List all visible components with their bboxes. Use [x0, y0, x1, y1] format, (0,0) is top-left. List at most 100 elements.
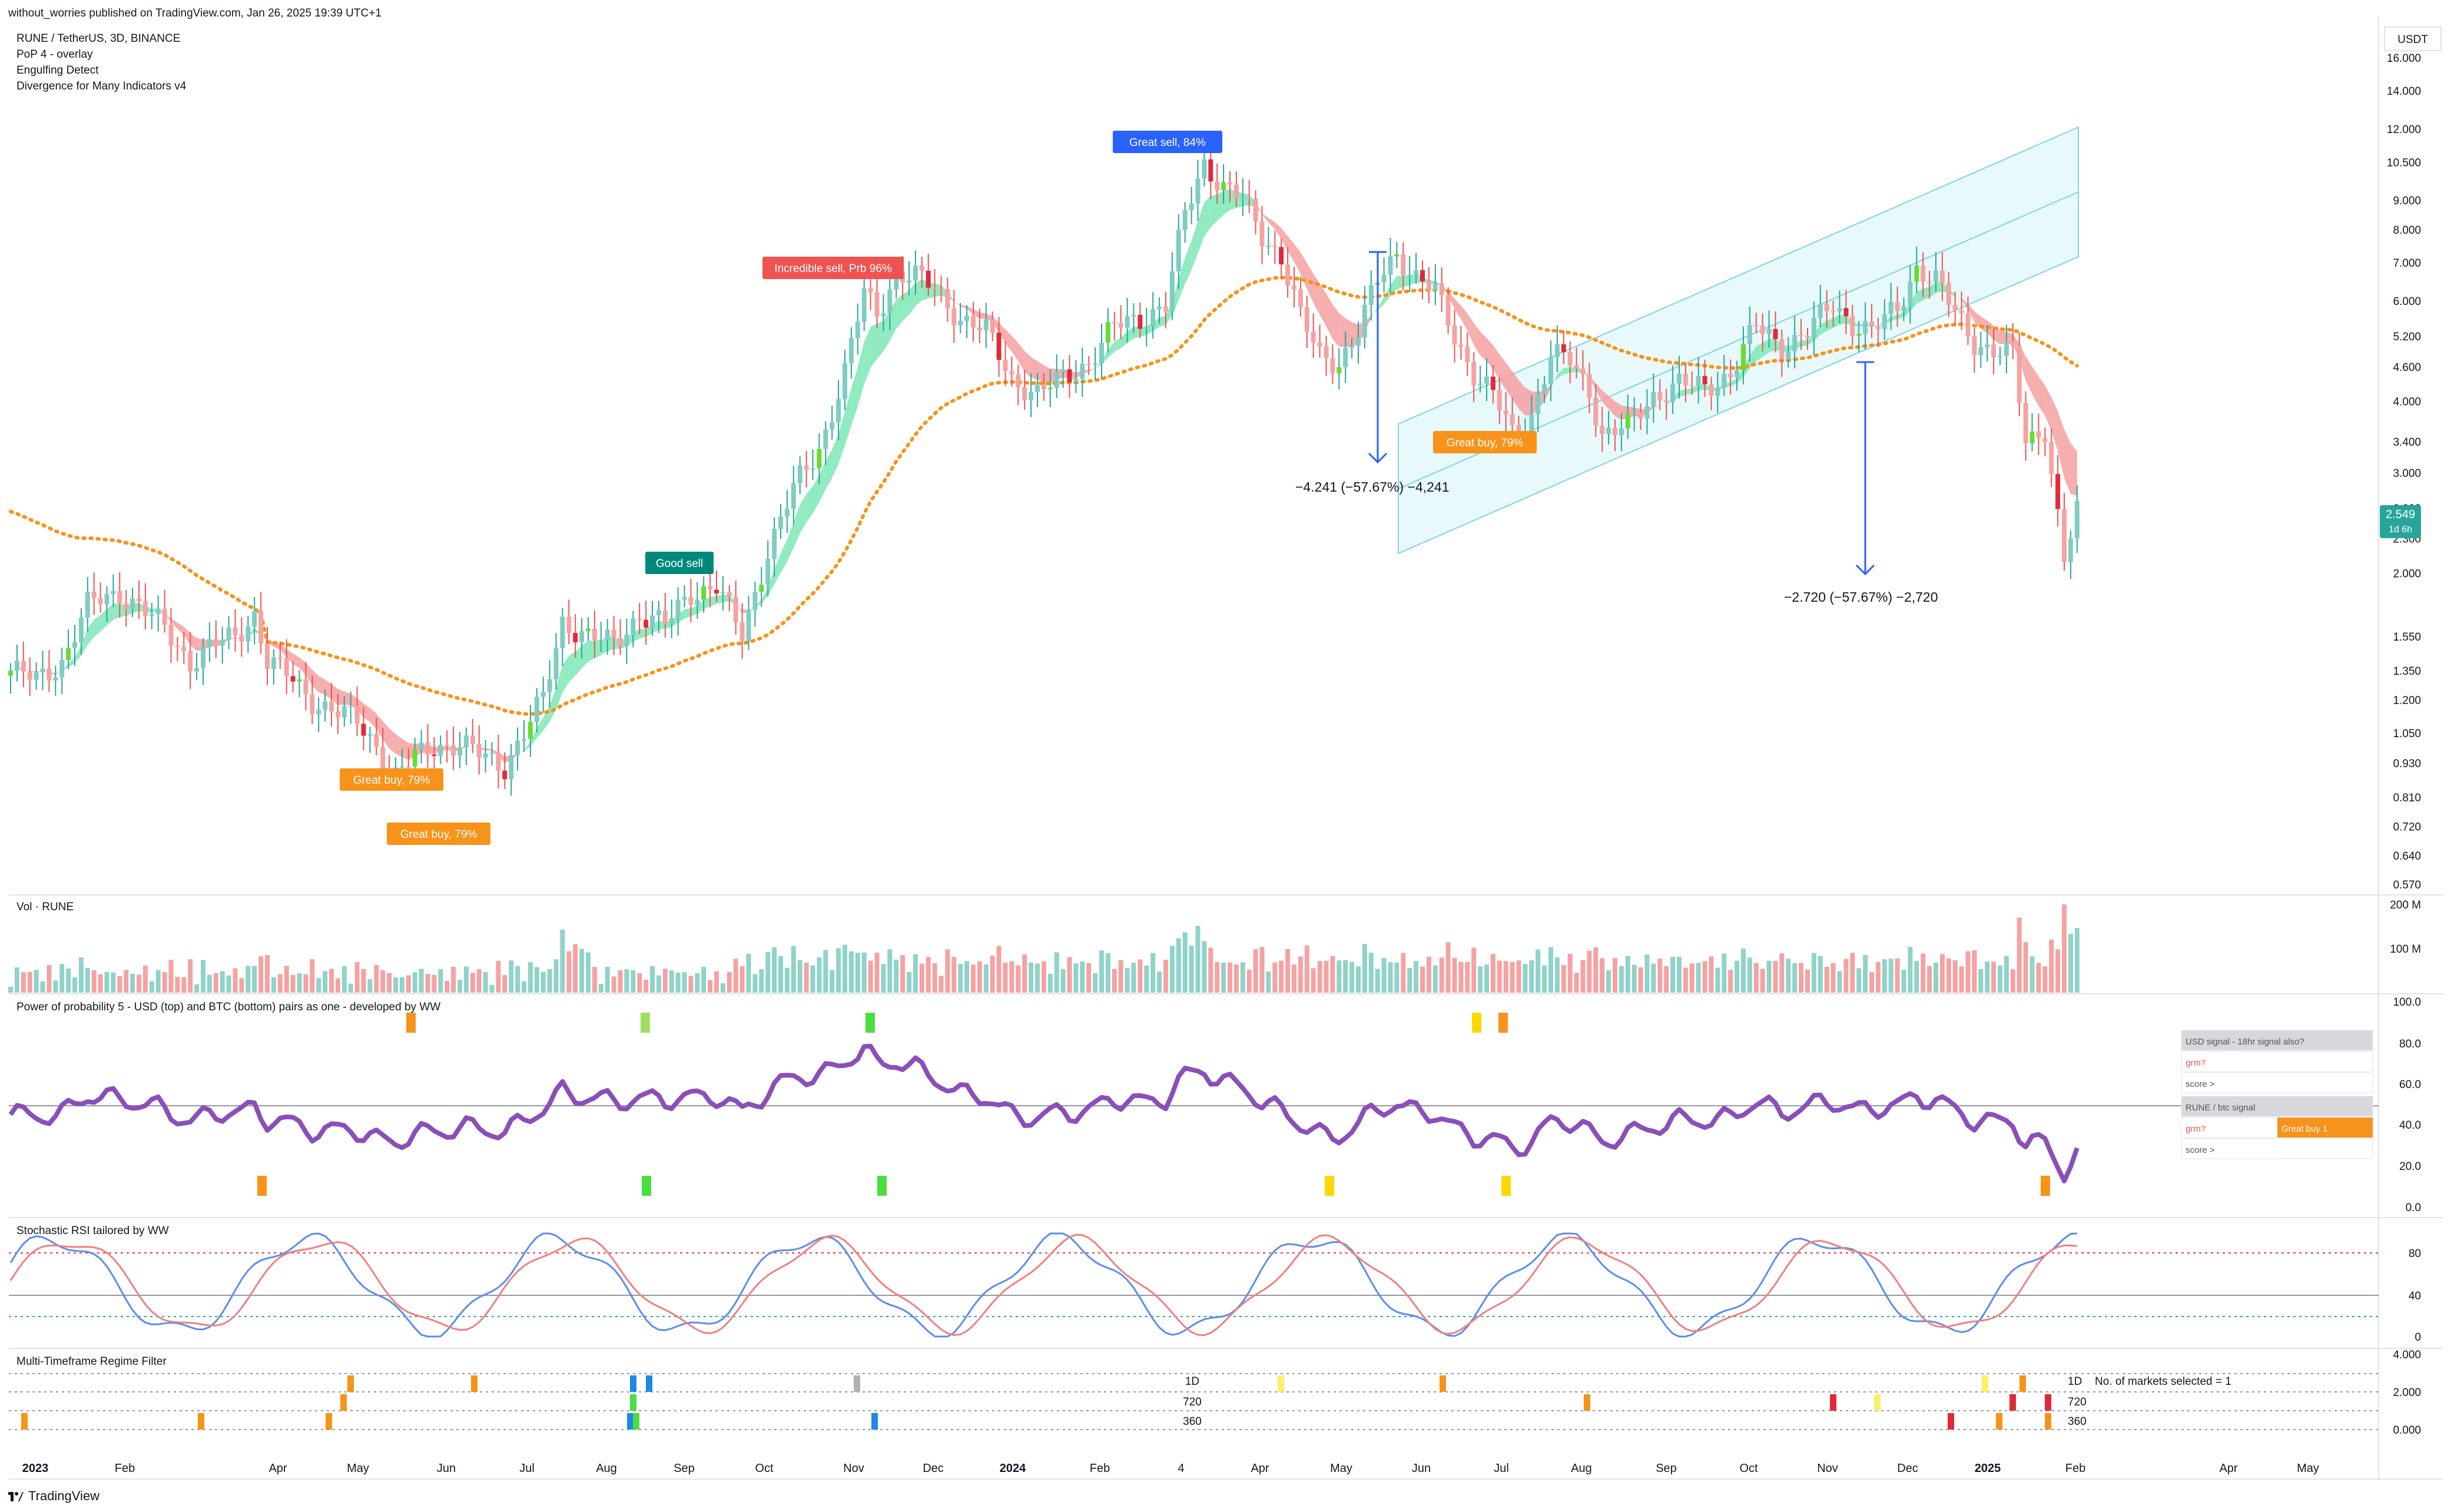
- time-tick-label: Jul: [1494, 1462, 1509, 1475]
- ribbon-segment: [2000, 330, 2007, 344]
- candle-body: [2055, 474, 2061, 509]
- candle-body: [996, 332, 1002, 360]
- ribbon-segment: [1454, 299, 1461, 319]
- ribbon-segment: [1319, 283, 1327, 327]
- candle-body: [1118, 323, 1123, 328]
- volume-bar: [1760, 969, 1765, 993]
- candle-body: [1631, 412, 1637, 414]
- candles[interactable]: [8, 145, 2080, 796]
- volume-bar: [1830, 963, 1836, 993]
- volume-bar: [1998, 965, 2002, 993]
- volume-bar: [644, 979, 649, 993]
- volume-bar: [432, 974, 437, 993]
- volume-bar: [540, 971, 546, 993]
- candle-body: [1850, 316, 1855, 336]
- candle-body: [470, 735, 475, 745]
- volume-bar: [277, 974, 283, 993]
- volume-bar: [913, 954, 918, 993]
- volume-bar: [1510, 961, 1515, 993]
- ribbon-segment: [466, 745, 473, 746]
- volume-bar: [939, 976, 944, 993]
- ribbon-segment: [1826, 318, 1833, 331]
- volume-bar: [752, 974, 758, 993]
- measure-tool-1[interactable]: [1368, 251, 1388, 464]
- volume-bar: [220, 971, 225, 993]
- time-tick-label: Sep: [1656, 1462, 1677, 1475]
- volume-bar: [739, 966, 745, 993]
- measure-tool-2[interactable]: [1855, 361, 1875, 576]
- ribbon-segment: [1242, 193, 1249, 207]
- volume-bar: [27, 971, 32, 993]
- candle-body: [1644, 406, 1650, 419]
- mtf-regime-mark: [1996, 1413, 2002, 1430]
- measure-label-2: −2.720 (−57.67%) −2,720: [1784, 589, 1938, 605]
- volume-bar: [1670, 956, 1676, 993]
- pop-signal-mark: [641, 1013, 650, 1033]
- candle-body: [1279, 247, 1284, 264]
- candle-body: [194, 668, 200, 672]
- candle-body: [887, 289, 893, 313]
- time-tick-label: Nov: [1817, 1462, 1838, 1475]
- candle-body: [1638, 412, 1643, 419]
- candle-body: [708, 586, 713, 590]
- volume-bar: [1202, 941, 1207, 993]
- ribbon-segment: [55, 670, 62, 675]
- ribbon-segment: [11, 668, 17, 671]
- ribbon-segment: [171, 618, 178, 629]
- candle-body: [522, 739, 526, 741]
- candle-body: [252, 611, 257, 627]
- volume-bar: [380, 970, 386, 993]
- candle-body: [361, 724, 366, 736]
- price-tick-label: 3.000: [2393, 467, 2421, 480]
- candle-body: [1337, 367, 1342, 374]
- volume-bar: [1869, 972, 1874, 993]
- price-tick-label: 3.400: [2393, 436, 2421, 449]
- candle-body: [778, 516, 783, 529]
- volume-bar: [522, 981, 526, 993]
- ribbon-segment: [1410, 274, 1417, 286]
- volume-bar: [650, 966, 655, 993]
- volume-bar: [111, 972, 116, 993]
- price-axis: 16.000 14.000 12.000 10.500 9.000 8.000 7.000 6…: [2387, 52, 2421, 891]
- ribbon-segment: [1332, 304, 1339, 347]
- volume-bars: [8, 904, 2080, 993]
- ribbon-segment: [485, 748, 492, 751]
- mtf-regime-mark: [627, 1413, 634, 1430]
- volume-bar: [399, 977, 404, 993]
- ribbon-segment: [1551, 374, 1557, 389]
- ribbon-segment: [1698, 384, 1705, 391]
- candle-body: [964, 316, 970, 321]
- ribbon-segment: [363, 703, 370, 722]
- candle-body: [2049, 442, 2054, 475]
- volume-bar: [1882, 959, 1887, 993]
- candle-body: [1760, 326, 1765, 334]
- volume-bar: [1786, 959, 1791, 993]
- price-tick-label: 1.550: [2393, 631, 2421, 644]
- candle-body: [1368, 284, 1374, 305]
- volume-bar: [297, 973, 302, 993]
- ribbon-segment: [1910, 291, 1917, 311]
- volume-bar: [701, 966, 707, 993]
- candle-body: [586, 628, 591, 631]
- candle-body: [1529, 414, 1534, 433]
- volume-bar: [733, 959, 738, 993]
- mtf-regime-mark: [2019, 1375, 2026, 1392]
- volume-bar: [1131, 963, 1136, 993]
- ribbon-segment: [1833, 315, 1840, 328]
- candle-body: [303, 679, 309, 695]
- volume-bar: [1163, 960, 1168, 993]
- volume-bar: [2023, 942, 2028, 993]
- mtf-regime-mark: [871, 1413, 878, 1430]
- candle-body: [1888, 301, 1893, 314]
- volume-bar: [168, 960, 174, 993]
- ribbon-segment: [1692, 384, 1699, 394]
- volume-bar: [874, 952, 880, 993]
- candle-body: [1619, 428, 1624, 436]
- volume-bar: [1908, 947, 1913, 993]
- candle-body: [220, 639, 225, 646]
- ribbon-segment: [1923, 287, 1930, 300]
- pop-pane-title: Power of probability 5 - USD (top) and B…: [16, 1001, 440, 1013]
- currency-box[interactable]: USDT: [2384, 26, 2442, 51]
- volume-bar: [778, 956, 783, 993]
